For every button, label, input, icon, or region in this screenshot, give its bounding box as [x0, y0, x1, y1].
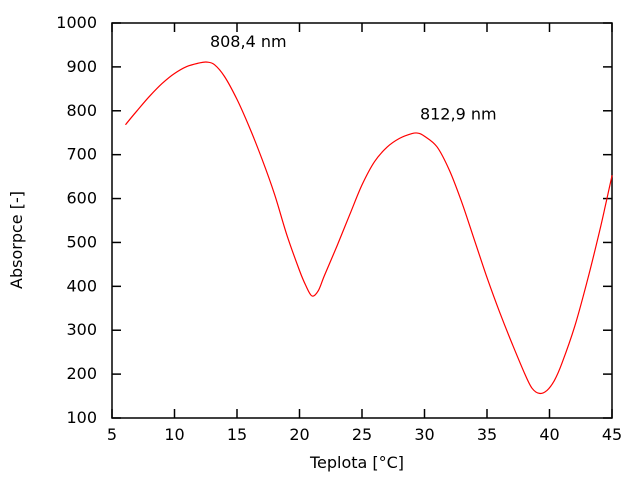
y-tick-label: 100 — [66, 408, 97, 427]
x-tick-label: 35 — [477, 425, 497, 444]
x-tick-label: 40 — [539, 425, 559, 444]
x-tick-label: 5 — [107, 425, 117, 444]
annotation-label-1: 812,9 nm — [420, 105, 497, 124]
annotation-label-0: 808,4 nm — [210, 32, 287, 51]
x-axis-title: Teplota [°C] — [309, 453, 404, 472]
plot-border — [111, 22, 613, 419]
series-curve-absorpce-krivka — [125, 61, 613, 395]
x-tick-label: 25 — [352, 425, 372, 444]
y-tick-label: 400 — [66, 276, 97, 295]
y-tick-label: 300 — [66, 320, 97, 339]
plot-generated-layer: 5 10 15 20 25 30 35 40 45 100 200 300 400 500 600 700 80… — [56, 13, 622, 444]
x-tick-label: 30 — [414, 425, 434, 444]
y-tick-label: 600 — [66, 189, 97, 208]
x-tick-label: 10 — [164, 425, 184, 444]
y-axis-title: Absorpce [-] — [7, 191, 26, 289]
x-tick-label: 45 — [602, 425, 622, 444]
y-tick-label: 900 — [66, 57, 97, 76]
y-tick-label: 200 — [66, 364, 97, 383]
y-tick-label: 800 — [66, 101, 97, 120]
y-tick-label: 700 — [66, 145, 97, 164]
y-tick-label: 500 — [66, 232, 97, 251]
y-tick-label: 1000 — [56, 13, 97, 32]
x-tick-label: 20 — [289, 425, 309, 444]
x-tick-label: 15 — [227, 425, 247, 444]
